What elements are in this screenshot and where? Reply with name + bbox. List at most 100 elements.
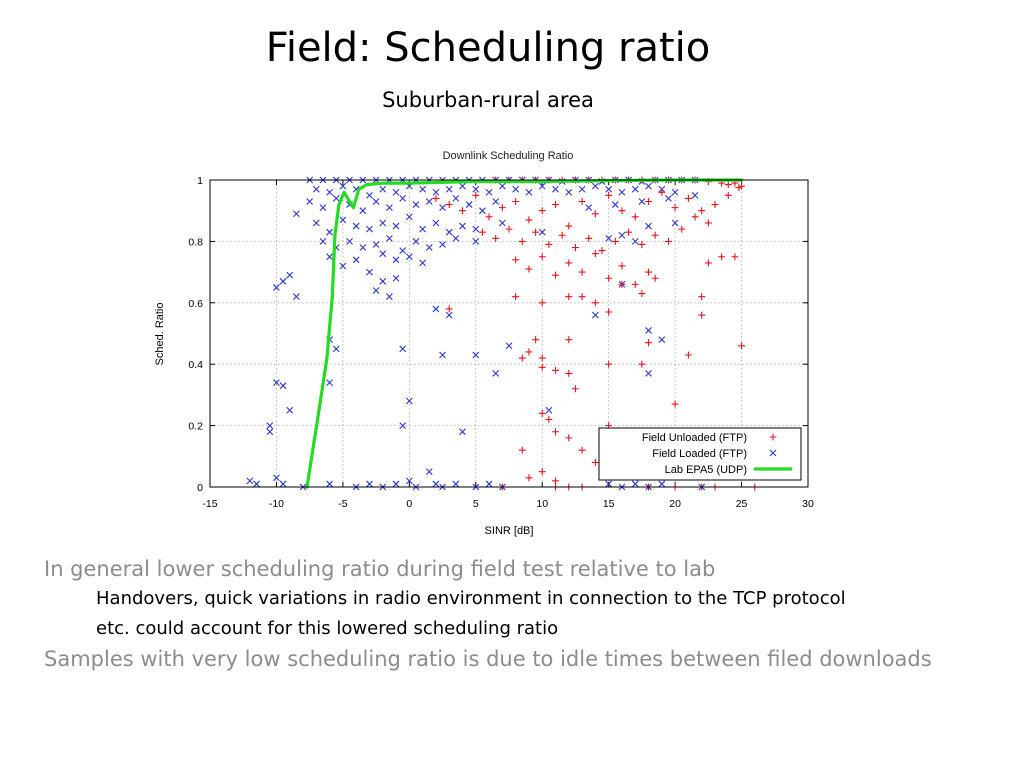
x-tick-label: 10 bbox=[536, 498, 548, 510]
unloaded-point bbox=[532, 228, 540, 236]
loaded-point bbox=[332, 195, 340, 202]
loaded-point bbox=[379, 277, 387, 285]
unloaded-point bbox=[578, 293, 586, 301]
y-axis-label: Sched. Ratio bbox=[154, 303, 166, 366]
unloaded-point bbox=[591, 210, 599, 218]
loaded-point bbox=[253, 480, 260, 488]
unloaded-point bbox=[525, 348, 533, 356]
loaded-point bbox=[292, 210, 300, 218]
unloaded-point bbox=[525, 265, 533, 273]
loaded-point bbox=[492, 198, 500, 205]
unloaded-point bbox=[432, 194, 440, 202]
loaded-point bbox=[405, 253, 413, 261]
loaded-point bbox=[618, 231, 626, 239]
loaded-point bbox=[645, 327, 652, 334]
y-tick-label: 0 bbox=[197, 482, 203, 494]
unloaded-point bbox=[631, 213, 639, 221]
loaded-point bbox=[339, 216, 347, 224]
loaded-point bbox=[445, 228, 453, 236]
loaded-point bbox=[306, 198, 314, 205]
unloaded-point bbox=[552, 428, 560, 436]
unloaded-point bbox=[545, 415, 553, 423]
unloaded-point bbox=[698, 311, 706, 319]
unloaded-point bbox=[724, 181, 732, 189]
loaded-point bbox=[452, 480, 460, 488]
x-tick-label: 0 bbox=[406, 498, 412, 510]
loaded-point bbox=[605, 234, 613, 242]
loaded-point bbox=[631, 185, 639, 193]
unloaded-point bbox=[591, 250, 599, 258]
legend-swatch-unloaded bbox=[769, 433, 777, 441]
loaded-point bbox=[552, 185, 559, 193]
unloaded-point bbox=[445, 201, 453, 209]
unloaded-point bbox=[735, 184, 743, 192]
loaded-point bbox=[366, 480, 373, 488]
loaded-point bbox=[359, 207, 367, 215]
unloaded-point bbox=[552, 366, 560, 374]
unloaded-point bbox=[525, 474, 533, 482]
unloaded-point bbox=[631, 280, 639, 288]
unloaded-point bbox=[538, 363, 546, 371]
unloaded-point bbox=[518, 237, 526, 245]
unloaded-point bbox=[512, 293, 520, 301]
loaded-point bbox=[326, 188, 333, 196]
unloaded-point bbox=[638, 290, 646, 298]
unloaded-point bbox=[571, 244, 579, 252]
loaded-point bbox=[392, 274, 400, 282]
unloaded-point bbox=[571, 385, 579, 393]
unloaded-point bbox=[538, 253, 546, 261]
loaded-point bbox=[631, 238, 639, 245]
unloaded-point bbox=[638, 240, 646, 248]
loaded-point bbox=[399, 422, 407, 429]
unloaded-point bbox=[671, 204, 679, 212]
unloaded-point bbox=[731, 253, 739, 261]
unloaded-point bbox=[671, 400, 679, 408]
y-tick-label: 1 bbox=[197, 175, 203, 187]
unloaded-point bbox=[605, 308, 613, 316]
plot-frame bbox=[209, 179, 809, 488]
x-tick-label: -15 bbox=[202, 498, 217, 510]
loaded-point bbox=[319, 204, 327, 212]
loaded-point bbox=[671, 188, 679, 196]
loaded-point bbox=[399, 247, 407, 254]
loaded-point bbox=[585, 204, 593, 212]
unloaded-point bbox=[684, 351, 692, 359]
unloaded-point bbox=[538, 299, 546, 307]
loaded-point bbox=[326, 480, 333, 488]
unloaded-point bbox=[578, 197, 586, 205]
unloaded-point bbox=[645, 268, 653, 276]
sub-bullet-item: etc. could account for this lowered sche… bbox=[96, 618, 559, 639]
unloaded-point bbox=[591, 458, 599, 466]
unloaded-point bbox=[505, 225, 513, 233]
loaded-point bbox=[372, 287, 380, 294]
loaded-point bbox=[432, 188, 440, 196]
x-tick-label: -5 bbox=[338, 498, 347, 510]
y-tick-label: 0.6 bbox=[188, 298, 203, 310]
unloaded-point bbox=[724, 191, 732, 199]
loaded-point bbox=[591, 311, 599, 319]
unloaded-point bbox=[538, 468, 546, 476]
loaded-point bbox=[498, 219, 506, 227]
unloaded-point bbox=[598, 247, 606, 255]
unloaded-point bbox=[711, 201, 719, 209]
loaded-point bbox=[379, 250, 387, 258]
unloaded-point bbox=[512, 197, 520, 205]
x-tick-label: 5 bbox=[473, 498, 479, 510]
x-tick-label: 15 bbox=[603, 498, 615, 510]
loaded-point bbox=[273, 474, 280, 482]
unloaded-point bbox=[684, 194, 692, 202]
unloaded-point bbox=[651, 274, 659, 282]
unloaded-point bbox=[512, 256, 520, 264]
unloaded-point bbox=[738, 342, 746, 350]
loaded-point bbox=[645, 182, 652, 190]
unloaded-point bbox=[558, 231, 566, 239]
loaded-point bbox=[658, 336, 666, 344]
loaded-point bbox=[286, 271, 294, 279]
loaded-point bbox=[472, 185, 480, 193]
unloaded-point bbox=[498, 204, 506, 212]
unloaded-point bbox=[638, 360, 646, 368]
unloaded-point bbox=[485, 213, 493, 221]
unloaded-point bbox=[518, 354, 526, 362]
loaded-point bbox=[452, 195, 460, 202]
loaded-point bbox=[386, 293, 393, 301]
